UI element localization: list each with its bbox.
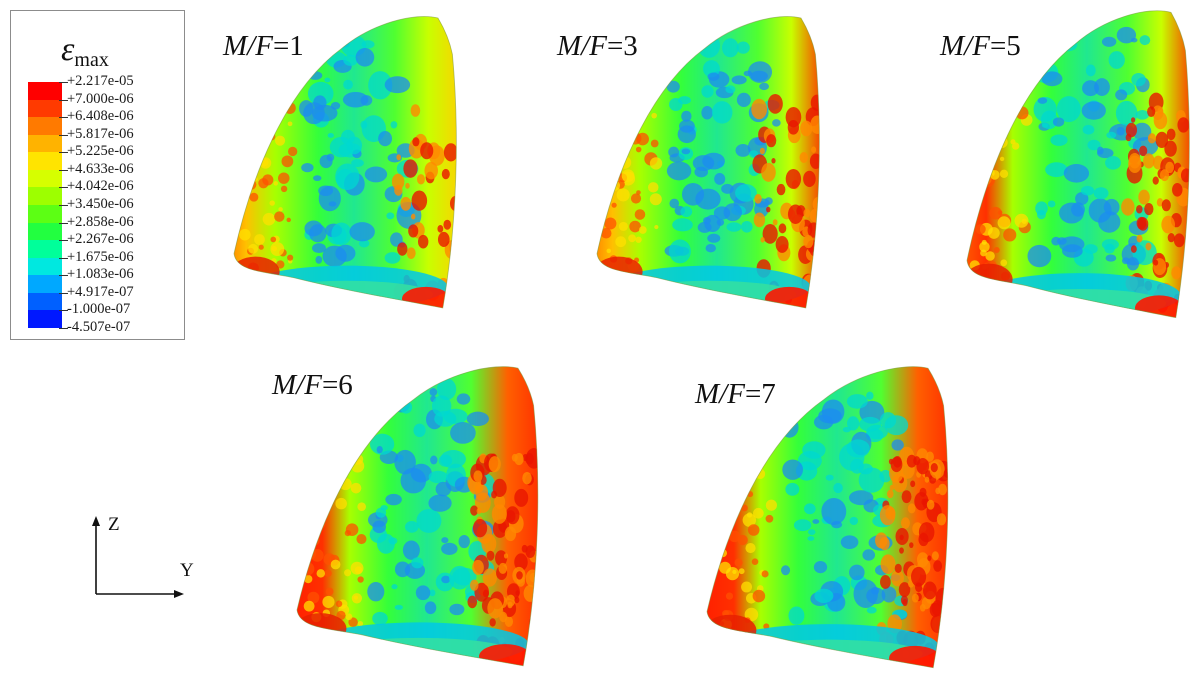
legend-tick <box>59 117 68 119</box>
legend-tick <box>59 222 68 224</box>
legend-swatch <box>28 152 62 171</box>
legend-tick <box>59 152 68 154</box>
legend-tick <box>59 310 68 312</box>
legend-label: +6.408e-06 <box>67 108 134 125</box>
legend-swatch <box>28 292 62 311</box>
legend-tick <box>59 187 68 189</box>
legend-label: +5.817e-06 <box>67 125 134 142</box>
legend-title: εmax <box>61 31 109 71</box>
legend-label: +2.267e-06 <box>67 231 134 248</box>
legend-label: +7.000e-06 <box>67 90 134 107</box>
legend-tick <box>59 134 68 136</box>
legend-label: +1.083e-06 <box>67 266 134 283</box>
legend-tick <box>59 240 68 242</box>
caption-mf-6: M/F=6 <box>272 369 353 401</box>
legend-swatch <box>28 205 62 224</box>
axes-arrows <box>92 516 184 598</box>
legend-swatch <box>28 240 62 259</box>
legend-swatch <box>28 82 62 101</box>
caption-mf-1: M/F=1 <box>223 30 304 62</box>
legend-tick <box>59 205 68 206</box>
contour-shape-mf-3 <box>596 16 820 309</box>
caption-mf-5: M/F=5 <box>940 30 1021 62</box>
contour-shape-mf-1 <box>233 16 457 309</box>
legend-tick <box>59 82 68 83</box>
legend-swatch <box>28 187 62 206</box>
legend-label: -4.507e-07 <box>67 319 131 335</box>
legend-title-symbol: ε <box>61 31 75 68</box>
z-axis-label: Z <box>108 514 120 535</box>
strain-legend: εmax +2.217e-05 +7.000e-06 +6.408e-06 +5.81… <box>10 10 185 340</box>
caption-mf-3: M/F=3 <box>557 30 638 62</box>
legend-label: +4.917e-07 <box>67 283 134 300</box>
legend-label: +2.217e-05 <box>67 73 134 89</box>
legend-swatch <box>28 310 62 329</box>
legend-label: +3.450e-06 <box>67 196 134 212</box>
legend-label: -1.000e-07 <box>67 301 131 318</box>
caption-mf-7: M/F=7 <box>695 378 776 410</box>
legend-swatch <box>28 257 62 276</box>
legend-label: +2.858e-06 <box>67 213 134 230</box>
legend-swatch <box>28 275 62 294</box>
legend-label: +4.633e-06 <box>67 160 134 177</box>
legend-swatch <box>28 169 62 188</box>
contour-shape-mf-7 <box>706 366 949 669</box>
legend-swatch <box>28 222 62 241</box>
legend-tick <box>59 169 68 171</box>
coordinate-axes: Z Y <box>86 512 206 612</box>
legend-tick <box>59 275 68 277</box>
legend-swatch <box>28 99 62 118</box>
legend-title-subscript: max <box>74 49 109 71</box>
legend-swatch <box>28 117 62 136</box>
legend-tick <box>59 328 68 329</box>
legend-label: +1.675e-06 <box>67 248 134 265</box>
legend-swatch <box>28 134 62 153</box>
contour-shape-mf-6 <box>296 366 539 667</box>
legend-color-bar <box>28 82 62 329</box>
contour-shape-mf-5 <box>966 10 1190 319</box>
legend-tick <box>59 292 68 294</box>
legend-label: +4.042e-06 <box>67 178 134 195</box>
legend-label: +5.225e-06 <box>67 143 134 160</box>
y-axis-label: Y <box>180 560 194 581</box>
legend-tick <box>59 99 68 101</box>
legend-tick <box>59 257 68 259</box>
